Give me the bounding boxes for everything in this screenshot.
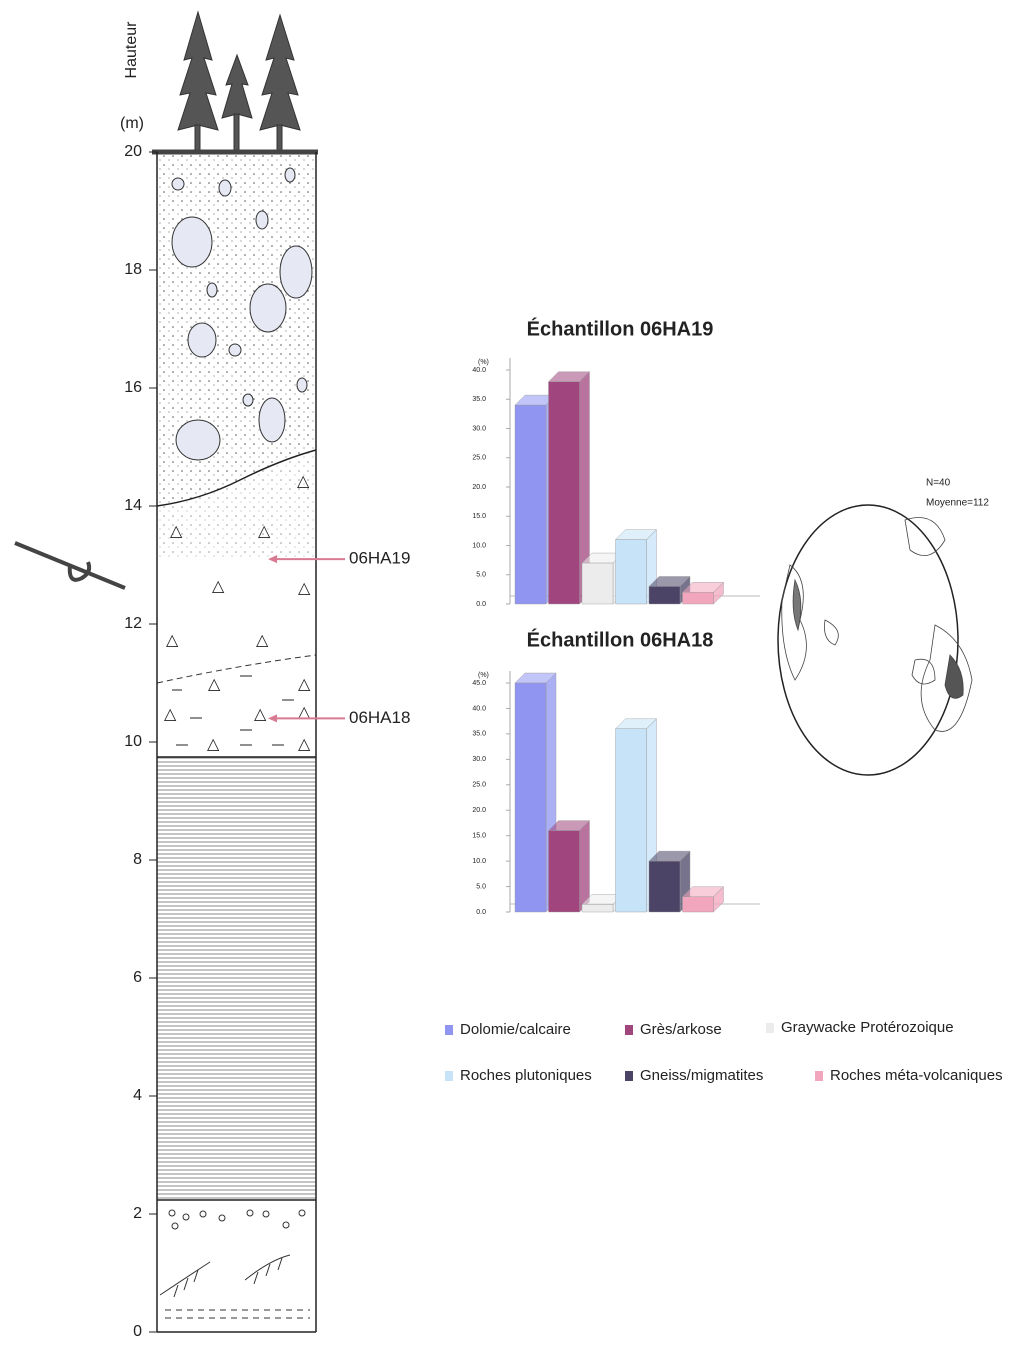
svg-text:△: △ [164, 706, 177, 723]
stratigraphic-column: △△△ △△△ △△△ △△△ △△ [152, 152, 318, 1332]
svg-text:△: △ [212, 578, 225, 595]
y-tick-label: 14 [124, 497, 142, 514]
legend-label: Graywacke Protérozoique [781, 1019, 954, 1036]
y-tick-label: 6 [133, 969, 142, 986]
stereonet-mean: Moyenne=112 [926, 498, 989, 509]
stereonet: N=40 Moyenne=112 [778, 478, 989, 775]
y-axis-label: (%) [478, 672, 489, 679]
legend-label: Dolomie/calcaire [460, 1021, 571, 1038]
y-tick-label: 25.0 [472, 782, 486, 789]
y-tick-label: 20.0 [472, 807, 486, 814]
legend-swatch [625, 1025, 633, 1035]
y-tick-label: 15.0 [472, 833, 486, 840]
y-tick-label: 40.0 [472, 705, 486, 712]
bar [649, 861, 680, 912]
svg-text:△: △ [208, 676, 221, 693]
y-tick-label: 18 [124, 261, 142, 278]
figure: △△△ △△△ △△△ △△△ △△ Hauteur (m) [0, 0, 1023, 1340]
bar [683, 897, 714, 912]
legend-swatch [445, 1071, 453, 1081]
legend-swatch [625, 1071, 633, 1081]
y-tick-label: 40.0 [472, 367, 486, 374]
bar [515, 405, 546, 604]
svg-text:△: △ [297, 473, 310, 490]
bar [515, 683, 546, 912]
legend-label: Roches méta-volcaniques [830, 1067, 1003, 1084]
bar [616, 729, 647, 912]
svg-text:△: △ [258, 523, 271, 540]
legend-swatch [445, 1025, 453, 1035]
y-tick-label: 20.0 [472, 484, 486, 491]
y-tick-label: 15.0 [472, 513, 486, 520]
svg-text:△: △ [254, 706, 267, 723]
y-tick-label: 30.0 [472, 756, 486, 763]
legend-label: Roches plutoniques [460, 1067, 592, 1084]
y-axis-label: (%) [478, 359, 489, 366]
axis-unit: (m) [120, 115, 144, 132]
y-tick-label: 5.0 [476, 572, 486, 579]
sample-label: 06HA19 [349, 549, 410, 568]
svg-text:△: △ [166, 632, 179, 649]
bar [683, 592, 714, 604]
bar [549, 831, 580, 912]
legend-swatch [815, 1071, 823, 1081]
y-tick-label: 20 [124, 143, 142, 160]
y-tick-label: 45.0 [472, 680, 486, 687]
legend-swatch [766, 1023, 774, 1033]
y-tick-label: 0.0 [476, 909, 486, 916]
y-tick-label: 0 [133, 1323, 142, 1340]
axis-title: Hauteur [123, 21, 140, 79]
y-tick-label: 30.0 [472, 425, 486, 432]
legend-label: Grès/arkose [640, 1021, 722, 1038]
sample-label: 06HA18 [349, 708, 410, 727]
svg-text:△: △ [170, 523, 183, 540]
svg-text:△: △ [298, 580, 311, 597]
svg-text:△: △ [207, 736, 220, 753]
bar [649, 586, 680, 604]
bar [582, 563, 613, 604]
y-tick-label: 10 [124, 733, 142, 750]
trees [178, 12, 300, 153]
bar [549, 382, 580, 604]
y-tick-label: 2 [133, 1205, 142, 1222]
svg-text:△: △ [298, 736, 311, 753]
y-tick-label: 10.0 [472, 858, 486, 865]
y-tick-label: 5.0 [476, 883, 486, 890]
legend-label: Gneiss/migmatites [640, 1067, 763, 1084]
y-tick-label: 35.0 [472, 396, 486, 403]
y-tick-label: 16 [124, 379, 142, 396]
y-tick-label: 8 [133, 851, 142, 868]
chart-title: Échantillon 06HA19 [527, 317, 714, 340]
y-tick-label: 12 [124, 615, 142, 632]
stereonet-n: N=40 [926, 478, 951, 489]
bar [582, 904, 613, 912]
chart-title: Échantillon 06HA18 [527, 628, 714, 651]
y-tick-label: 0.0 [476, 601, 486, 608]
y-tick-label: 10.0 [472, 542, 486, 549]
svg-text:△: △ [256, 632, 269, 649]
svg-text:△: △ [298, 676, 311, 693]
y-tick-label: 4 [133, 1087, 142, 1104]
bar [616, 540, 647, 604]
y-tick-label: 35.0 [472, 731, 486, 738]
orientation-symbol [15, 543, 125, 588]
y-tick-label: 25.0 [472, 455, 486, 462]
